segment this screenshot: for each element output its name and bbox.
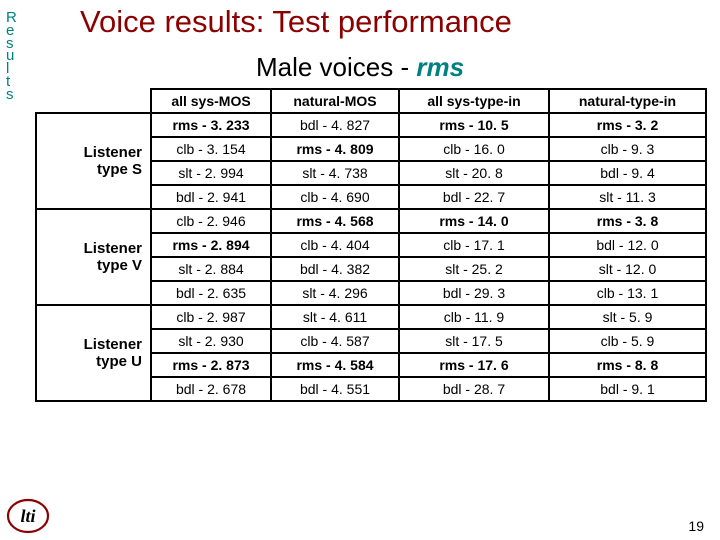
data-cell: rms - 14. 0 [399, 209, 549, 233]
data-cell: bdl - 28. 7 [399, 377, 549, 401]
data-cell: rms - 8. 8 [549, 353, 706, 377]
data-cell: clb - 2. 987 [151, 305, 271, 329]
data-cell: slt - 25. 2 [399, 257, 549, 281]
data-cell: slt - 4. 611 [271, 305, 399, 329]
data-cell: rms - 3. 8 [549, 209, 706, 233]
data-cell: clb - 16. 0 [399, 137, 549, 161]
data-cell: slt - 4. 296 [271, 281, 399, 305]
data-cell: slt - 20. 8 [399, 161, 549, 185]
data-cell: rms - 3. 2 [549, 113, 706, 137]
subtitle-prefix: Male voices - [256, 52, 416, 82]
table-row: Listenertype Vclb - 2. 946rms - 4. 568rm… [36, 209, 706, 233]
data-cell: rms - 2. 873 [151, 353, 271, 377]
results-table-container: all sys-MOSnatural-MOSall sys-type-innat… [35, 88, 705, 402]
data-cell: rms - 4. 568 [271, 209, 399, 233]
slide-title: Voice results: Test performance [80, 4, 512, 40]
data-cell: clb - 13. 1 [549, 281, 706, 305]
data-cell: clb - 4. 690 [271, 185, 399, 209]
data-cell: slt - 2. 994 [151, 161, 271, 185]
data-cell: bdl - 2. 941 [151, 185, 271, 209]
data-cell: bdl - 12. 0 [549, 233, 706, 257]
data-cell: clb - 4. 404 [271, 233, 399, 257]
data-cell: rms - 4. 584 [271, 353, 399, 377]
lti-logo: lti [6, 498, 50, 534]
data-cell: slt - 5. 9 [549, 305, 706, 329]
data-cell: clb - 2. 946 [151, 209, 271, 233]
subtitle-emphasis: rms [416, 52, 464, 82]
data-cell: clb - 9. 3 [549, 137, 706, 161]
data-cell: bdl - 4. 827 [271, 113, 399, 137]
group-label: Listenertype V [36, 209, 151, 305]
table-header-row: all sys-MOSnatural-MOSall sys-type-innat… [36, 89, 706, 113]
group-label: Listenertype S [36, 113, 151, 209]
data-cell: clb - 4. 587 [271, 329, 399, 353]
data-cell: slt - 4. 738 [271, 161, 399, 185]
data-cell: clb - 11. 9 [399, 305, 549, 329]
results-table: all sys-MOSnatural-MOSall sys-type-innat… [35, 88, 707, 402]
data-cell: bdl - 22. 7 [399, 185, 549, 209]
data-cell: rms - 3. 233 [151, 113, 271, 137]
data-cell: bdl - 4. 551 [271, 377, 399, 401]
side-label-char: s [6, 89, 28, 102]
data-cell: rms - 4. 809 [271, 137, 399, 161]
group-label: Listenertype U [36, 305, 151, 401]
slide-subtitle: Male voices - rms [0, 52, 720, 83]
column-header: natural-MOS [271, 89, 399, 113]
data-cell: slt - 12. 0 [549, 257, 706, 281]
data-cell: slt - 17. 5 [399, 329, 549, 353]
svg-text:lti: lti [20, 506, 35, 526]
data-cell: slt - 2. 930 [151, 329, 271, 353]
data-cell: bdl - 9. 1 [549, 377, 706, 401]
data-cell: rms - 10. 5 [399, 113, 549, 137]
data-cell: rms - 17. 6 [399, 353, 549, 377]
header-blank [36, 89, 151, 113]
data-cell: bdl - 29. 3 [399, 281, 549, 305]
table-row: Listenertype Srms - 3. 233bdl - 4. 827rm… [36, 113, 706, 137]
table-row: Listenertype Uclb - 2. 987slt - 4. 611cl… [36, 305, 706, 329]
data-cell: slt - 2. 884 [151, 257, 271, 281]
data-cell: bdl - 9. 4 [549, 161, 706, 185]
data-cell: clb - 17. 1 [399, 233, 549, 257]
data-cell: bdl - 2. 635 [151, 281, 271, 305]
column-header: natural-type-in [549, 89, 706, 113]
data-cell: rms - 2. 894 [151, 233, 271, 257]
data-cell: slt - 11. 3 [549, 185, 706, 209]
column-header: all sys-MOS [151, 89, 271, 113]
data-cell: bdl - 4. 382 [271, 257, 399, 281]
data-cell: clb - 5. 9 [549, 329, 706, 353]
data-cell: clb - 3. 154 [151, 137, 271, 161]
column-header: all sys-type-in [399, 89, 549, 113]
page-number: 19 [688, 518, 704, 534]
data-cell: bdl - 2. 678 [151, 377, 271, 401]
